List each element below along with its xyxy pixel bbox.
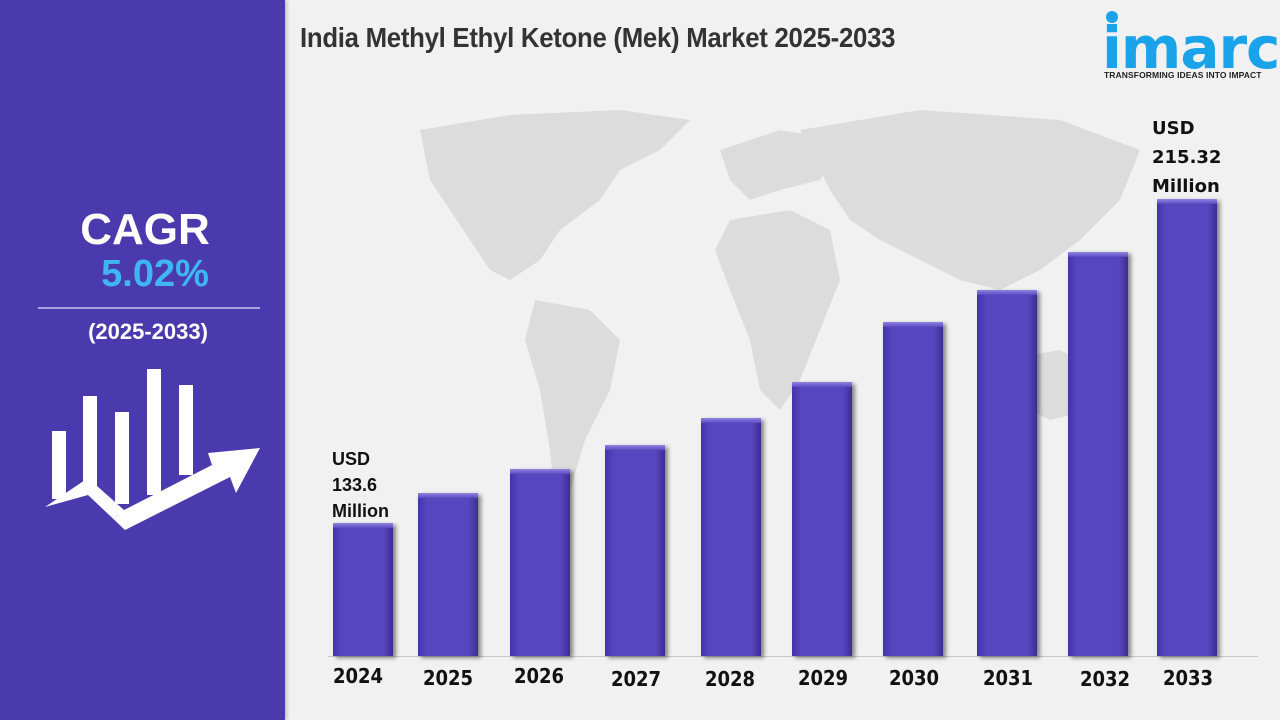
logo-dot: [1106, 11, 1118, 23]
logo-wordmark: imarc: [1102, 14, 1280, 82]
divider: [38, 307, 260, 309]
bar-2025: [418, 493, 478, 656]
bar-2027: [605, 445, 665, 656]
bar-chart: 2024 2025 2026 2027 2028 2029 2030 2031 …: [290, 0, 1280, 720]
bar-2028: [701, 418, 761, 656]
x-tick-label: 2030: [888, 666, 940, 690]
x-tick-label: 2033: [1162, 666, 1214, 690]
x-tick-label: 2031: [982, 666, 1034, 690]
x-tick-label: 2032: [1079, 667, 1131, 691]
bar-2033: [1157, 199, 1217, 656]
logo-tagline: TRANSFORMING IDEAS INTO IMPACT: [1104, 70, 1262, 80]
x-tick-label: 2024: [332, 664, 384, 688]
cagr-label: CAGR: [80, 205, 210, 254]
start-value-annotation: USD 133.6 Million: [332, 449, 389, 521]
cagr-period: (2025-2033): [88, 319, 208, 344]
x-tick-label: 2027: [610, 667, 662, 691]
x-tick-label: 2025: [422, 666, 474, 690]
x-tick-label: 2029: [797, 666, 849, 690]
bar-2024: [333, 523, 393, 656]
bar-2030: [883, 322, 943, 656]
cagr-value: 5.02%: [101, 253, 209, 295]
growth-chart-arrow-icon: [45, 369, 260, 530]
x-tick-label: 2028: [704, 667, 756, 691]
bar-2026: [510, 469, 570, 656]
x-tick-label: 2026: [513, 664, 565, 688]
bar-2029: [792, 382, 852, 656]
cagr-sidebar: CAGR 5.02% (2025-2033): [0, 0, 285, 720]
world-map-background: [420, 110, 1140, 500]
imarc-logo: imarc TRANSFORMING IDEAS INTO IMPACT: [1100, 8, 1280, 88]
bar-2031: [977, 290, 1037, 656]
x-axis-line: [328, 656, 1258, 657]
chart-title: India Methyl Ethyl Ketone (Mek) Market 2…: [300, 22, 896, 53]
bar-2032: [1068, 252, 1128, 656]
end-value-annotation: USD 215.32 Million: [1152, 118, 1222, 197]
